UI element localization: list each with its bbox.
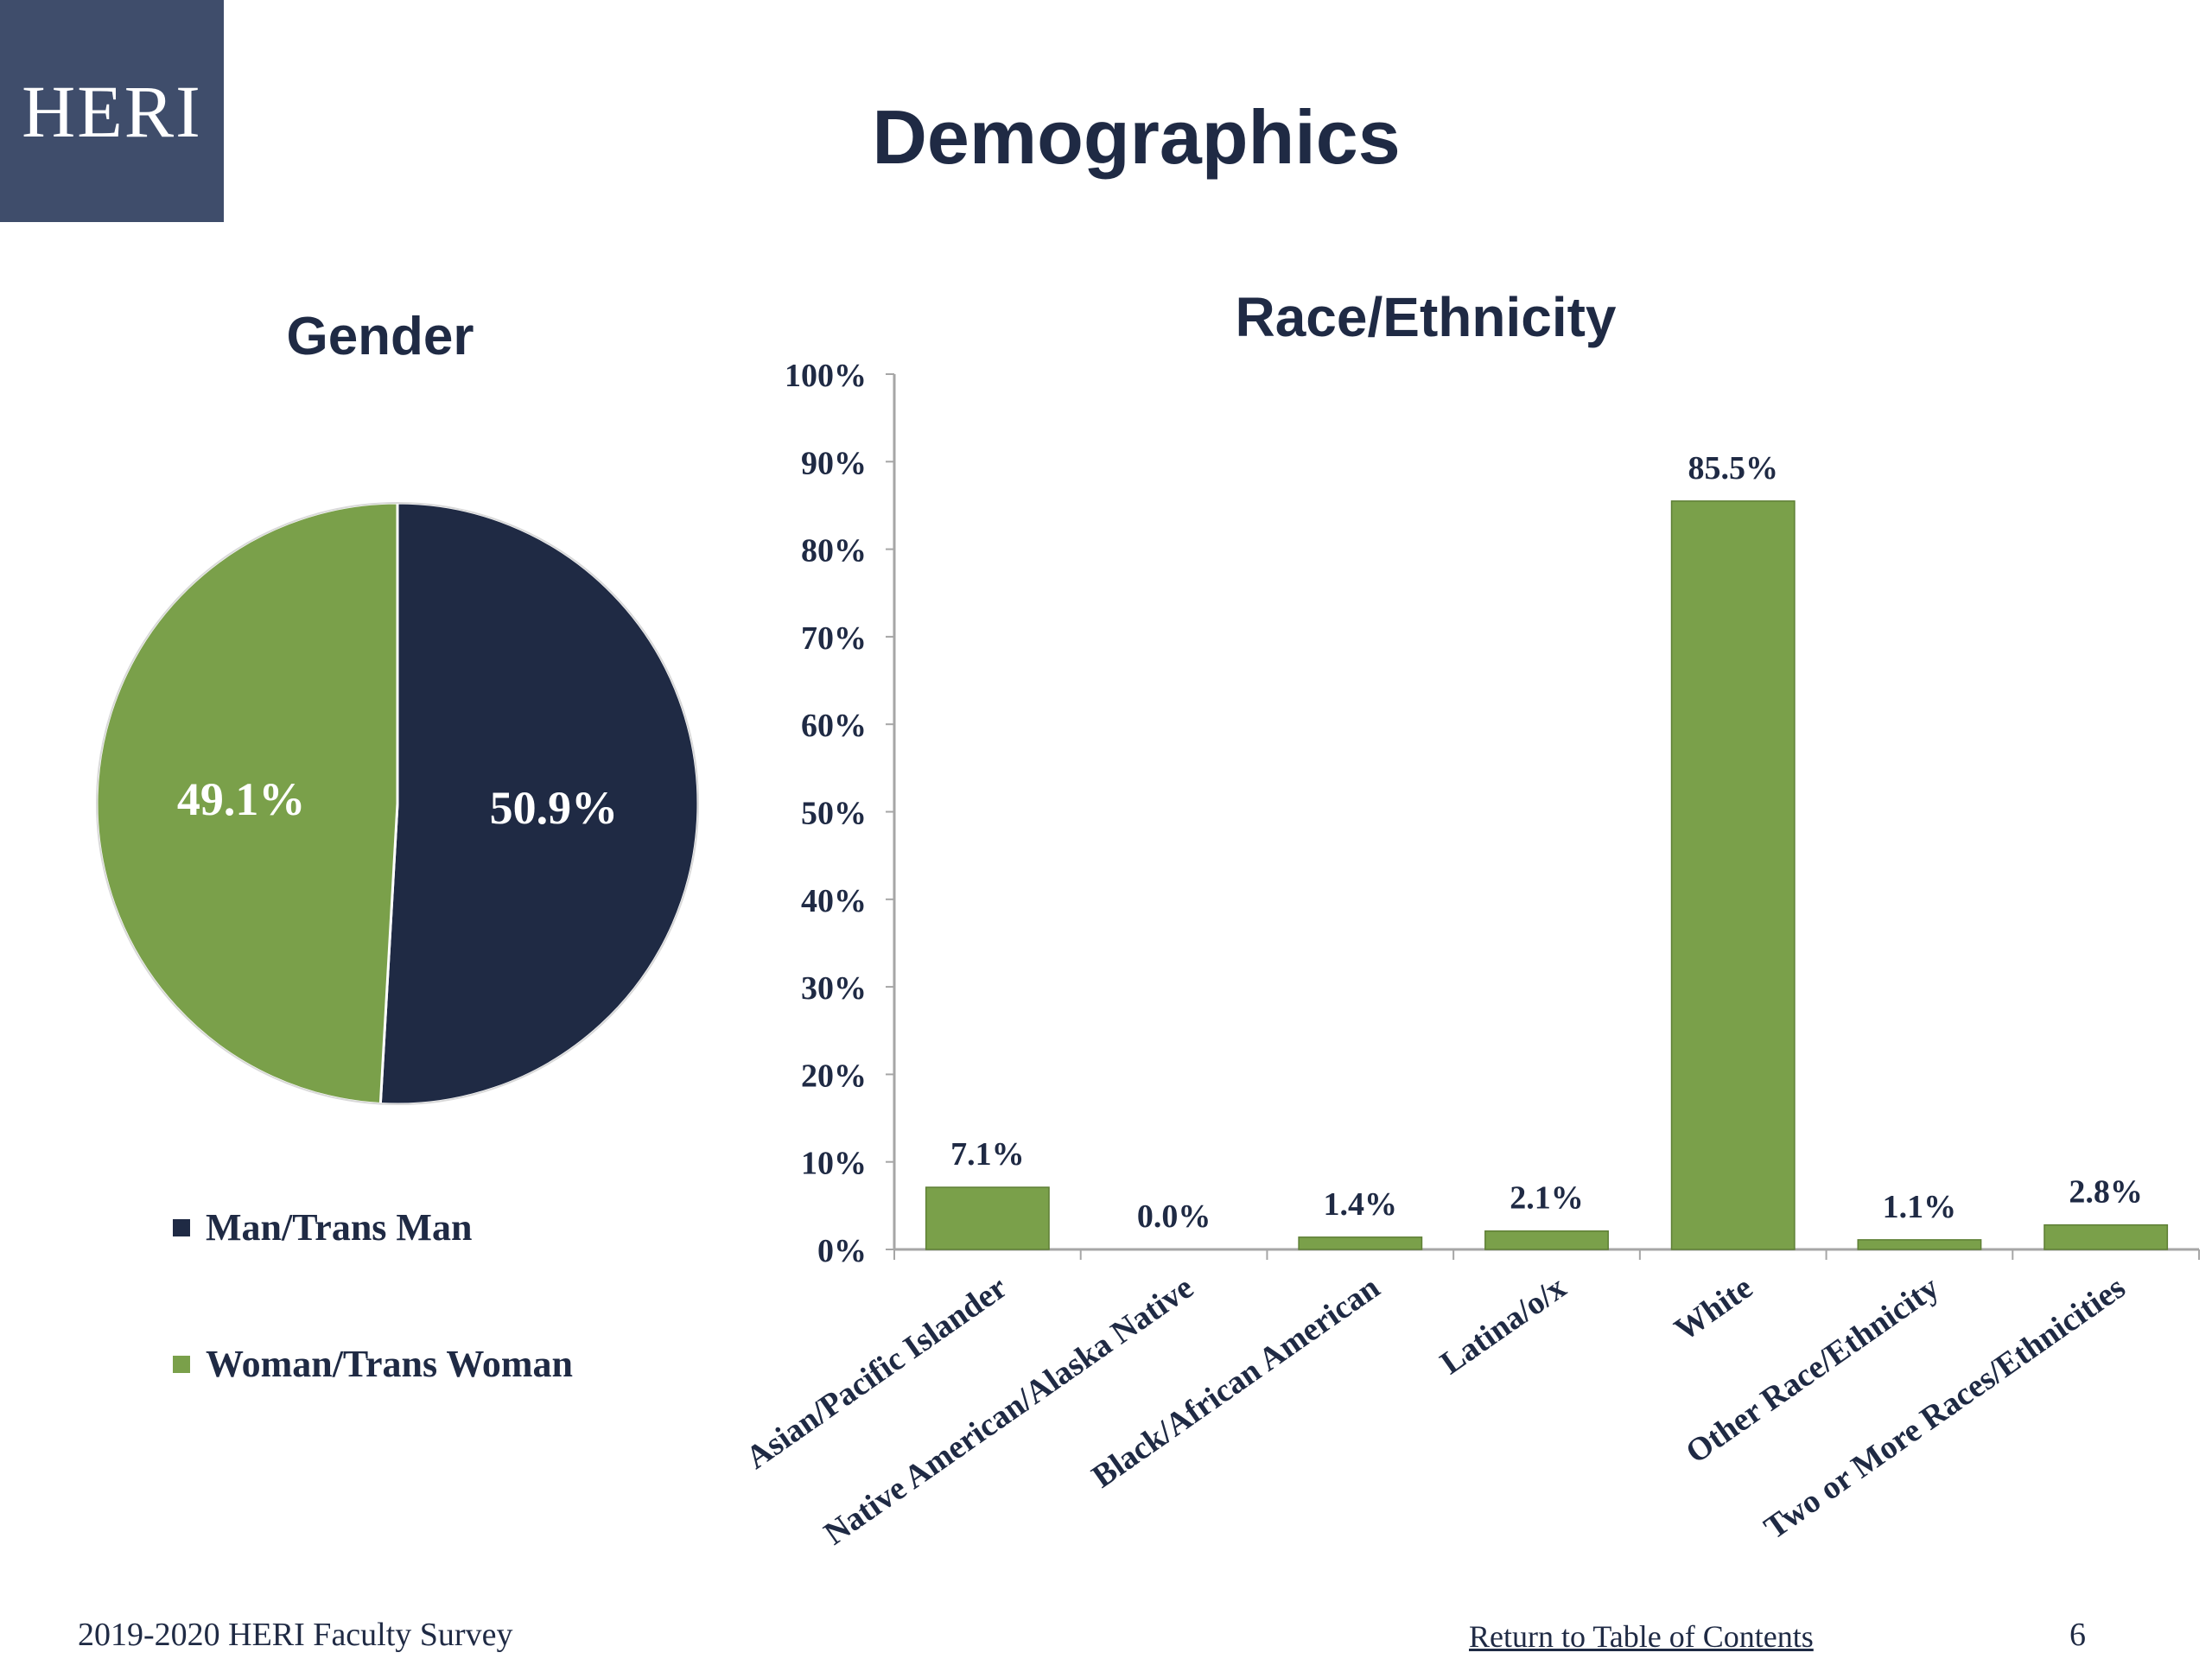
return-to-toc-link[interactable]: Return to Table of Contents xyxy=(1469,1619,1814,1654)
pie-label-man: 50.9% xyxy=(490,782,619,834)
y-tick-label: 60% xyxy=(801,708,867,744)
y-tick-label: 90% xyxy=(801,445,867,481)
page-number: 6 xyxy=(2069,1617,2086,1653)
legend-label-man: Man/Trans Man xyxy=(206,1206,473,1249)
legend-swatch-man xyxy=(173,1218,190,1236)
bar xyxy=(1298,1236,1423,1250)
legend-item-man: Man/Trans Man xyxy=(173,1205,472,1249)
bar-value-label: 0.0% xyxy=(1137,1198,1211,1235)
x-category-label: Latina/o/x xyxy=(1433,1269,1573,1382)
y-tick-label: 0% xyxy=(817,1233,867,1269)
y-tick-label: 70% xyxy=(801,620,867,657)
legend-item-woman: Woman/Trans Woman xyxy=(173,1342,573,1386)
gender-pie-chart: 50.9% 49.1% xyxy=(95,501,700,1106)
gender-chart-title: Gender xyxy=(286,307,474,366)
x-category-label: Native American/Alaska Native xyxy=(817,1269,1200,1552)
x-category-label: White xyxy=(1669,1269,1759,1348)
bar-value-label: 2.1% xyxy=(1510,1180,1584,1217)
bar-value-label: 1.4% xyxy=(1324,1186,1398,1223)
logo-text: HERI xyxy=(22,69,202,153)
y-tick-label: 80% xyxy=(801,533,867,569)
bar xyxy=(1857,1239,1982,1250)
y-tick-label: 10% xyxy=(801,1146,867,1182)
pie-label-woman: 49.1% xyxy=(177,773,306,825)
bar-value-label: 85.5% xyxy=(1688,450,1778,486)
bar xyxy=(1484,1230,1609,1250)
bar-value-label: 1.1% xyxy=(1883,1189,1957,1225)
y-tick-label: 100% xyxy=(785,358,867,394)
bar xyxy=(2044,1224,2169,1250)
race-chart-title: Race/Ethnicity xyxy=(1235,286,1617,348)
x-category-label: Other Race/Ethnicity xyxy=(1680,1269,1946,1471)
bar-value-label: 7.1% xyxy=(950,1136,1025,1173)
footer-survey-name: 2019-2020 HERI Faculty Survey xyxy=(78,1617,513,1653)
page-title: Demographics xyxy=(872,94,1401,180)
bar xyxy=(1670,500,1796,1250)
y-tick-label: 30% xyxy=(801,970,867,1007)
y-tick-label: 50% xyxy=(801,796,867,832)
bar-value-label: 2.8% xyxy=(2069,1174,2143,1211)
legend-label-woman: Woman/Trans Woman xyxy=(206,1343,574,1385)
x-category-label: Black/African American xyxy=(1085,1269,1386,1495)
pie-outline xyxy=(96,502,699,1105)
x-category-label: Two or More Races/Ethnicities xyxy=(1758,1269,2132,1547)
legend-swatch-woman xyxy=(173,1355,190,1373)
y-tick-label: 20% xyxy=(801,1058,867,1094)
heri-logo: HERI xyxy=(0,0,224,222)
y-tick-label: 40% xyxy=(801,883,867,919)
bar xyxy=(925,1186,1050,1250)
x-category-label: Asian/Pacific Islander xyxy=(740,1269,1014,1477)
